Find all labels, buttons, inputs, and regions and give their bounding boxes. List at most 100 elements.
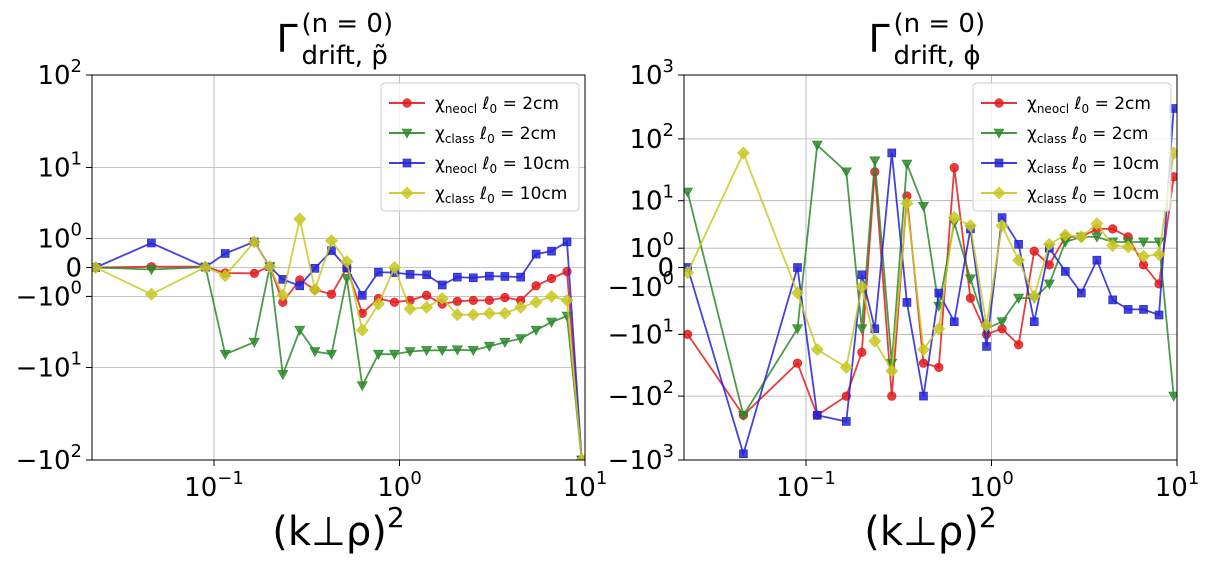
data-point [839,360,853,374]
data-point [436,346,448,357]
data-point [498,306,512,320]
data-point [919,391,928,401]
data-point [500,292,510,303]
data-point [308,283,322,297]
data-point [248,337,260,348]
data-point [325,349,338,360]
data-point [562,237,572,247]
legend: χneocl ℓ0 = 2cm χclass ℓ0 = 2cm χclass ℓ0 … [972,82,1172,212]
data-point [996,317,1008,328]
data-point [964,219,977,233]
data-point [1077,288,1086,298]
data-point [810,343,824,356]
legend-item-4: χclass ℓ0 = 10cm [981,184,1159,206]
data-point [421,346,433,357]
data-point [547,246,556,256]
data-point [575,453,585,460]
data-point [529,295,543,309]
data-point [737,410,749,421]
series-line [686,108,1175,457]
data-point [435,292,449,305]
legend-box [380,82,580,212]
series-4 [92,212,585,460]
data-point [1029,246,1039,256]
data-point [1108,295,1117,305]
data-point [791,324,804,335]
data-point [560,293,574,307]
legend-item-2: χclass ℓ0 = 2cm [389,124,556,146]
data-point [372,349,384,360]
legend-label: χclass ℓ0 = 2cm [435,124,556,146]
data-point [516,272,525,282]
data-point [451,345,463,356]
data-point [870,324,880,334]
data-point [437,280,447,290]
data-point [199,260,212,274]
x-axis-label: (k⊥ρ)2 [272,501,404,555]
data-point [995,219,1009,233]
data-point [857,347,867,357]
legend-label: χneocl ℓ0 = 2cm [435,94,559,116]
data-point [388,261,401,274]
data-point [1029,317,1039,327]
data-point [964,274,976,285]
y-tick-label: −102 [608,377,674,412]
data-point [856,324,868,335]
data-point [994,158,1004,168]
data-point [326,289,337,299]
data-point [1061,267,1070,276]
series-4 [684,146,1177,378]
data-point [309,347,321,358]
legend-label: χneocl ℓ0 = 2cm [1027,94,1151,116]
y-tick-label: −102 [16,441,82,476]
y-tick-label: 101 [629,182,674,217]
data-point [263,260,277,274]
data-point [1106,239,1120,252]
data-point [482,306,496,320]
data-point [453,272,462,282]
y-tick-label: 103 [629,56,674,91]
data-point [402,98,412,108]
legend-label: χclass ℓ0 = 2cm [1027,124,1148,146]
data-point [452,296,462,306]
data-point [530,325,542,336]
data-point [401,128,413,139]
data-point [1138,237,1150,248]
data-point [887,148,897,158]
chart-title: Γ [277,17,298,61]
data-point [811,140,823,151]
data-point [901,159,913,170]
y-tick-label: −100 [608,268,674,303]
x-axis-label: (k⊥ρ)2 [864,501,996,555]
data-point [855,280,869,294]
y-tick-label: 101 [37,148,82,183]
data-point [1014,239,1023,249]
data-point [546,273,557,284]
x-tick-label: 10−1 [776,468,836,503]
data-point [249,268,259,278]
y-tick-label: −100 [16,277,82,312]
data-point [1014,340,1024,350]
data-point [1074,230,1088,244]
data-point [1137,249,1150,263]
data-point [684,329,693,339]
data-point [92,261,103,274]
data-point [791,286,804,300]
data-point [965,293,976,303]
data-point [902,298,912,307]
chart-panel-2: 10−1 100 1011031021011000−100−101−102−103Γ… [608,9,1200,555]
data-point [467,346,479,357]
data-point [793,263,802,272]
data-point [1092,255,1102,265]
data-point [515,334,527,345]
legend-box [972,82,1172,212]
data-point [1013,293,1025,304]
data-point [1168,391,1177,402]
legend-item-1: χneocl ℓ0 = 2cm [389,94,559,116]
data-point [812,410,822,420]
y-tick-label: 0 [65,254,82,284]
data-point [934,288,944,298]
data-point [917,201,930,212]
x-tick-label: 100 [969,468,1014,503]
